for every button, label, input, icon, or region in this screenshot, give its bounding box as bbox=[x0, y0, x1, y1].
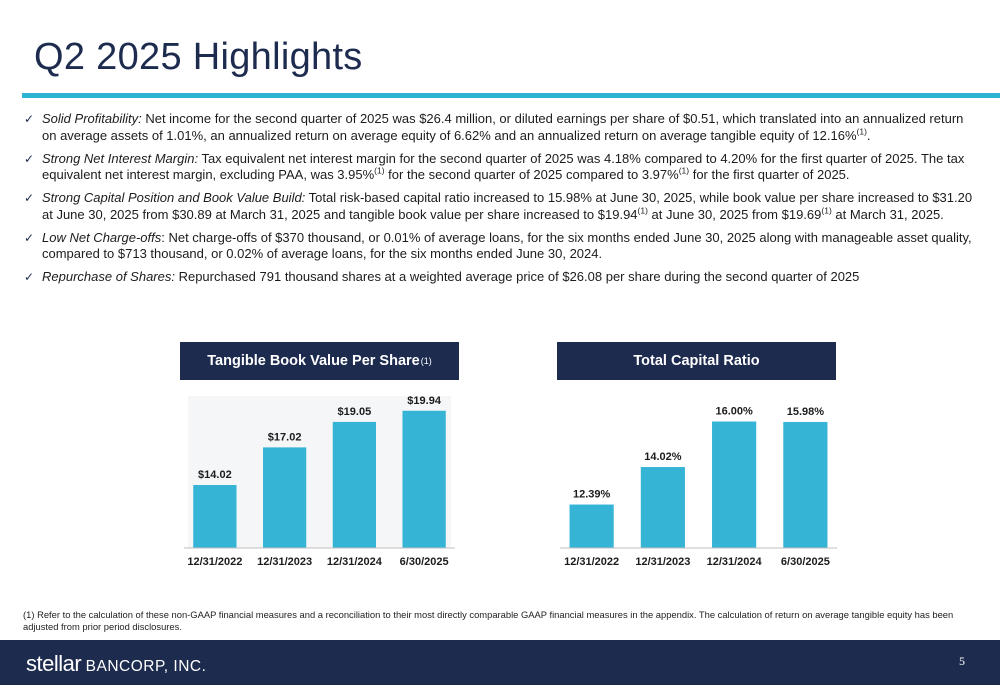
highlight-text: at March 31, 2025. bbox=[831, 206, 944, 222]
x-tick-label: 6/30/2025 bbox=[781, 556, 830, 568]
bar-value-label: $19.05 bbox=[338, 406, 372, 418]
highlight-item: ✓ Strong Net Interest Margin: Tax equival… bbox=[24, 151, 974, 184]
bar bbox=[783, 421, 828, 548]
highlight-item: ✓ Repurchase of Shares: Repurchased 791 t… bbox=[24, 269, 974, 286]
bar bbox=[332, 421, 376, 548]
logo-company-name: BANCORP, INC. bbox=[85, 658, 207, 675]
highlight-lead: Low Net Charge-offs bbox=[42, 229, 162, 245]
page-number: 5 bbox=[959, 654, 965, 668]
tcr-bar-chart: 12.39% 12/31/2022 14.02% 12/31/2023 16.00% 12… bbox=[560, 406, 837, 568]
highlight-lead: Solid Profitability: bbox=[42, 111, 142, 126]
x-tick-label: 6/30/2025 bbox=[400, 556, 449, 568]
footnote-marker: (1) bbox=[374, 165, 385, 176]
highlight-text: at June 30, 2025 from $19.69 bbox=[647, 206, 822, 222]
checkmark-icon: ✓ bbox=[24, 151, 35, 166]
tbv-bar-chart: $14.02 12/31/2022 $17.02 12/31/2023 $19.05 12… bbox=[184, 395, 455, 568]
tcr-chart-header: Total Capital Ratio bbox=[557, 342, 836, 380]
bar bbox=[712, 421, 757, 548]
footnote-marker: (1) bbox=[678, 165, 690, 176]
highlight-text: Net income for the second quarter of 202… bbox=[42, 111, 964, 143]
highlight-item: ✓ Low Net Charge-offs: Net charge-offs of… bbox=[24, 230, 974, 263]
x-tick-label: 12/31/2023 bbox=[257, 556, 312, 568]
highlight-lead: Strong Net Interest Margin: bbox=[42, 150, 199, 166]
x-tick-label: 12/31/2024 bbox=[327, 556, 383, 568]
bar bbox=[263, 447, 307, 548]
highlight-text: Tax equivalent net interest margin for t… bbox=[42, 150, 965, 183]
footnote: (1) Refer to the calculation of these no… bbox=[23, 609, 954, 632]
highlight-text: Total risk-based capital ratio increased… bbox=[42, 190, 973, 222]
bar-value-label: 15.98% bbox=[787, 406, 825, 418]
x-tick-label: 12/31/2022 bbox=[564, 556, 619, 568]
logo-wordmark: stellar bbox=[26, 651, 82, 676]
highlight-text: Repurchased 791 thousand shares at a wei… bbox=[174, 269, 860, 285]
checkmark-icon: ✓ bbox=[24, 230, 35, 245]
highlights-list: ✓ Solid Profitability: Net income for the… bbox=[24, 111, 974, 292]
tbv-chart-header: Tangible Book Value Per Share (1) bbox=[180, 342, 459, 380]
highlight-text: : Net charge-offs of $370 thousand, or 0… bbox=[42, 229, 972, 262]
bar bbox=[569, 504, 614, 548]
highlight-text: . bbox=[866, 127, 871, 143]
bar bbox=[640, 467, 685, 548]
bar-value-label: 16.00% bbox=[715, 406, 753, 418]
footnote-marker: (1) bbox=[637, 205, 648, 216]
tbv-footnote-marker: (1) bbox=[420, 356, 432, 366]
checkmark-icon: ✓ bbox=[24, 270, 35, 285]
bar-value-label: 14.02% bbox=[644, 451, 682, 463]
x-tick-label: 12/31/2024 bbox=[707, 556, 763, 568]
x-tick-label: 12/31/2022 bbox=[187, 556, 242, 568]
footnote-marker: (1) bbox=[821, 205, 832, 216]
title-divider bbox=[22, 93, 1000, 98]
highlight-item: ✓ Strong Capital Position and Book Value … bbox=[24, 190, 974, 223]
checkmark-icon: ✓ bbox=[24, 191, 35, 206]
checkmark-icon: ✓ bbox=[24, 112, 35, 126]
bar-value-label: $14.02 bbox=[198, 469, 232, 481]
tbv-chart-title: Tangible Book Value Per Share bbox=[207, 353, 420, 369]
page-title: Q2 2025 Highlights bbox=[34, 36, 363, 78]
bar-value-label: $17.02 bbox=[268, 431, 302, 443]
bar bbox=[193, 485, 237, 548]
highlight-text: for the first quarter of 2025. bbox=[689, 167, 850, 183]
bar-value-label: $19.94 bbox=[407, 395, 442, 407]
highlight-lead: Repurchase of Shares: bbox=[42, 269, 175, 285]
footer-bar: stellar BANCORP, INC. 5 bbox=[0, 640, 1000, 685]
highlight-text: for the second quarter of 2025 compared … bbox=[384, 167, 679, 183]
highlight-lead: Strong Capital Position and Book Value B… bbox=[42, 190, 306, 206]
x-tick-label: 12/31/2023 bbox=[635, 556, 690, 568]
footnote-marker: (1) bbox=[856, 126, 867, 137]
tcr-chart-title: Total Capital Ratio bbox=[633, 353, 760, 369]
bar-value-label: 12.39% bbox=[573, 489, 611, 501]
company-logo: stellar BANCORP, INC. bbox=[26, 651, 206, 677]
highlight-item: ✓ Solid Profitability: Net income for the… bbox=[24, 111, 974, 144]
bar bbox=[402, 410, 446, 548]
